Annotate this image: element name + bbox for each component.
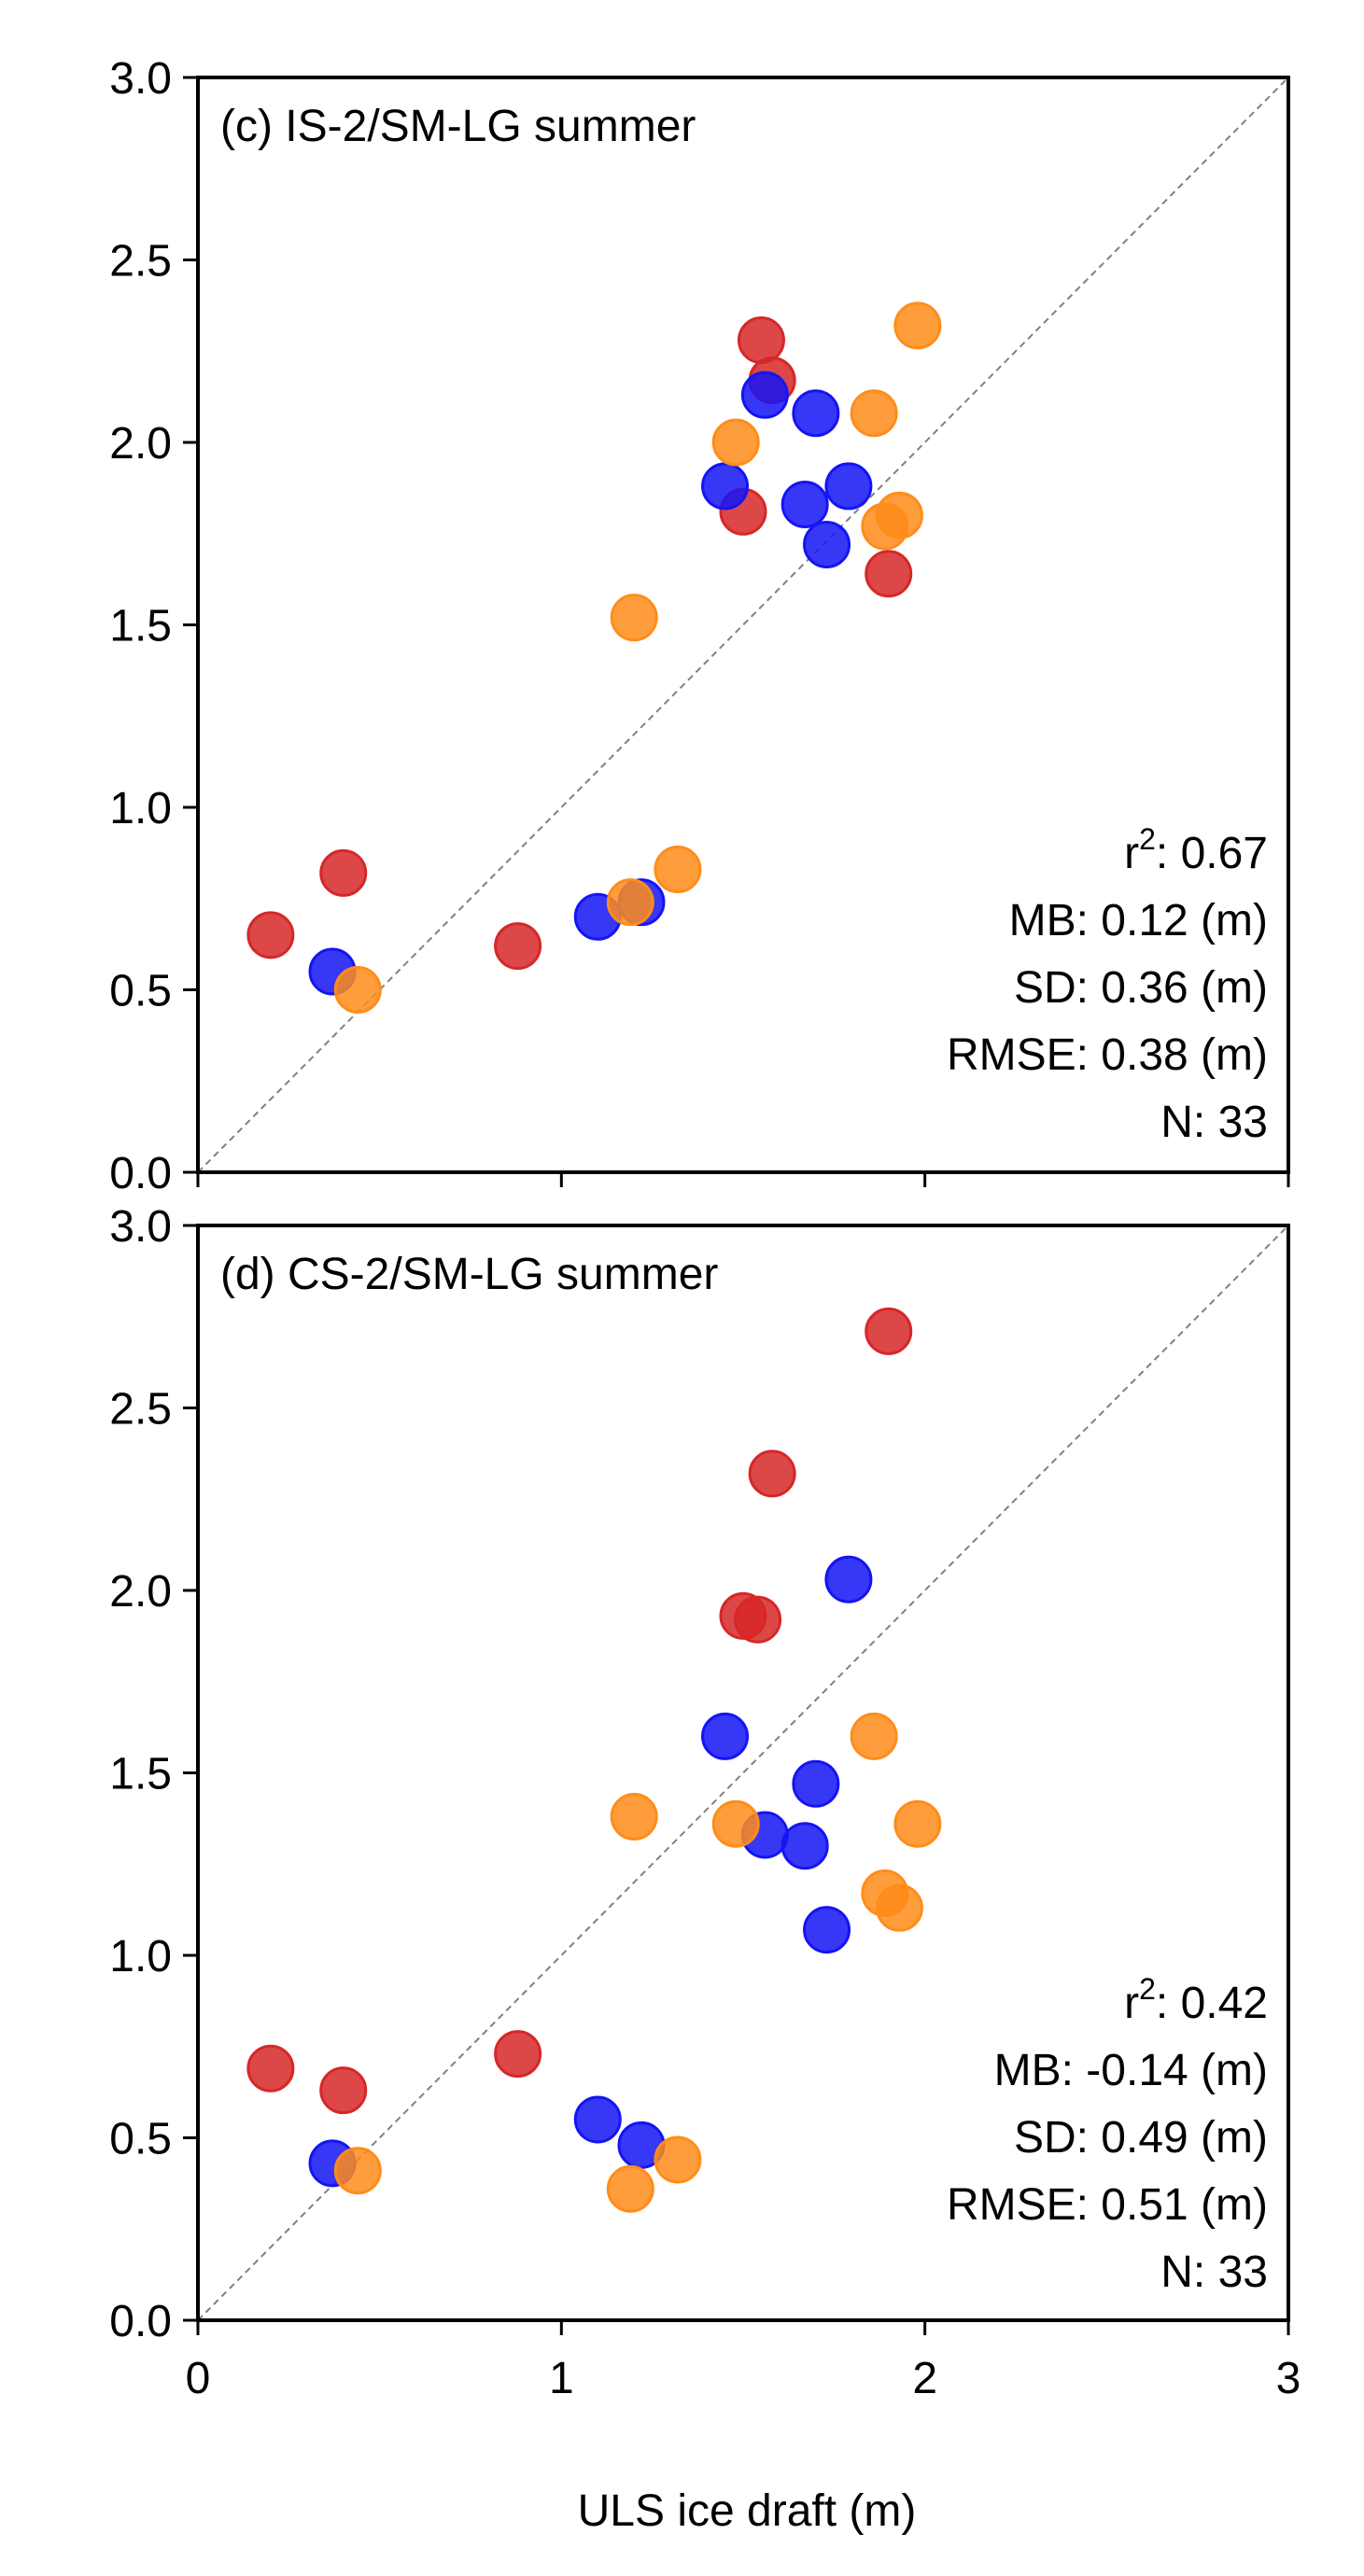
data-point bbox=[865, 1307, 913, 1355]
data-point bbox=[319, 848, 368, 897]
data-point bbox=[610, 594, 658, 642]
stat-line: MB: -0.14 (m) bbox=[994, 2046, 1268, 2095]
data-point bbox=[606, 878, 654, 927]
data-point bbox=[246, 911, 295, 959]
y-tick-label: 2.5 bbox=[109, 1385, 172, 1435]
stat-r2: r2: 0.42 bbox=[1124, 1972, 1268, 2028]
scatter-panel-0: 0.0 0.5 1.0 1.5 2.0 2.5 3.0 (c) IS-2/SM-LG summ… bbox=[109, 54, 1290, 1198]
y-tick-label: 2.0 bbox=[109, 419, 172, 469]
data-point bbox=[333, 2147, 382, 2195]
data-point bbox=[780, 480, 829, 528]
data-point bbox=[494, 2030, 542, 2079]
y-tick-label: 2.0 bbox=[109, 1567, 172, 1617]
data-point bbox=[865, 550, 913, 598]
y-tick-label: 2.5 bbox=[109, 237, 172, 287]
y-tick-label: 1.5 bbox=[109, 602, 172, 651]
data-point bbox=[893, 1799, 942, 1848]
data-point bbox=[803, 1906, 851, 1954]
data-point bbox=[780, 1822, 829, 1870]
y-tick-label: 1.0 bbox=[109, 784, 172, 833]
data-point bbox=[701, 462, 750, 511]
y-tick-label: 1.5 bbox=[109, 1750, 172, 1799]
stat-line: SD: 0.49 (m) bbox=[1014, 2113, 1268, 2163]
data-point bbox=[875, 1883, 923, 1932]
data-point bbox=[850, 389, 898, 438]
data-point bbox=[606, 2164, 654, 2213]
stat-line: RMSE: 0.51 (m) bbox=[947, 2180, 1268, 2230]
data-point bbox=[246, 2044, 295, 2093]
data-point bbox=[803, 520, 851, 568]
x-tick-label: 3 bbox=[1276, 2354, 1301, 2403]
y-tick-label: 3.0 bbox=[109, 54, 172, 104]
stat-line: RMSE: 0.38 (m) bbox=[947, 1030, 1268, 1080]
y-tick-label: 0.0 bbox=[109, 1149, 172, 1198]
y-tick-label: 0.0 bbox=[109, 2297, 172, 2346]
data-point bbox=[792, 389, 840, 438]
x-tick-label: 0 bbox=[186, 2354, 211, 2403]
data-point bbox=[319, 2066, 368, 2115]
data-point bbox=[875, 491, 923, 539]
data-point bbox=[610, 1792, 658, 1841]
data-point bbox=[740, 371, 789, 419]
y-tick-label: 0.5 bbox=[109, 2115, 172, 2164]
y-tick-label: 0.5 bbox=[109, 967, 172, 1016]
stat-line: MB: 0.12 (m) bbox=[1009, 896, 1268, 945]
panel-title: (d) CS-2/SM-LG summer bbox=[220, 1250, 718, 1299]
data-point bbox=[654, 845, 702, 893]
data-point bbox=[494, 922, 542, 971]
data-point bbox=[573, 2095, 622, 2144]
data-point bbox=[734, 1595, 782, 1644]
stat-line: N: 33 bbox=[1160, 2247, 1268, 2297]
data-point bbox=[824, 1555, 873, 1603]
data-point bbox=[824, 462, 873, 511]
data-point bbox=[333, 966, 382, 1014]
data-point bbox=[701, 1712, 750, 1760]
x-axis-label: ULS ice draft (m) bbox=[578, 2486, 917, 2536]
data-point bbox=[748, 1449, 796, 1498]
data-point bbox=[711, 1799, 760, 1848]
x-tick-label: 2 bbox=[912, 2354, 937, 2403]
panel-title: (c) IS-2/SM-LG summer bbox=[220, 102, 696, 151]
data-point bbox=[654, 2135, 702, 2184]
x-tick-label: 1 bbox=[549, 2354, 574, 2403]
y-tick-label: 3.0 bbox=[109, 1202, 172, 1252]
data-point bbox=[792, 1759, 840, 1808]
stat-line: N: 33 bbox=[1160, 1098, 1268, 1147]
stat-line: SD: 0.36 (m) bbox=[1014, 963, 1268, 1013]
y-tick-label: 1.0 bbox=[109, 1932, 172, 1981]
data-point bbox=[850, 1712, 898, 1760]
scatter-panel-1: 0.0 0.5 1.0 1.5 2.0 2.5 3.0 0 1 2 3 (d) CS-2/SM-LG … bbox=[109, 1202, 1301, 2403]
data-point bbox=[893, 301, 942, 350]
data-point bbox=[737, 316, 785, 365]
stat-r2: r2: 0.67 bbox=[1124, 822, 1268, 878]
data-point bbox=[711, 418, 760, 467]
